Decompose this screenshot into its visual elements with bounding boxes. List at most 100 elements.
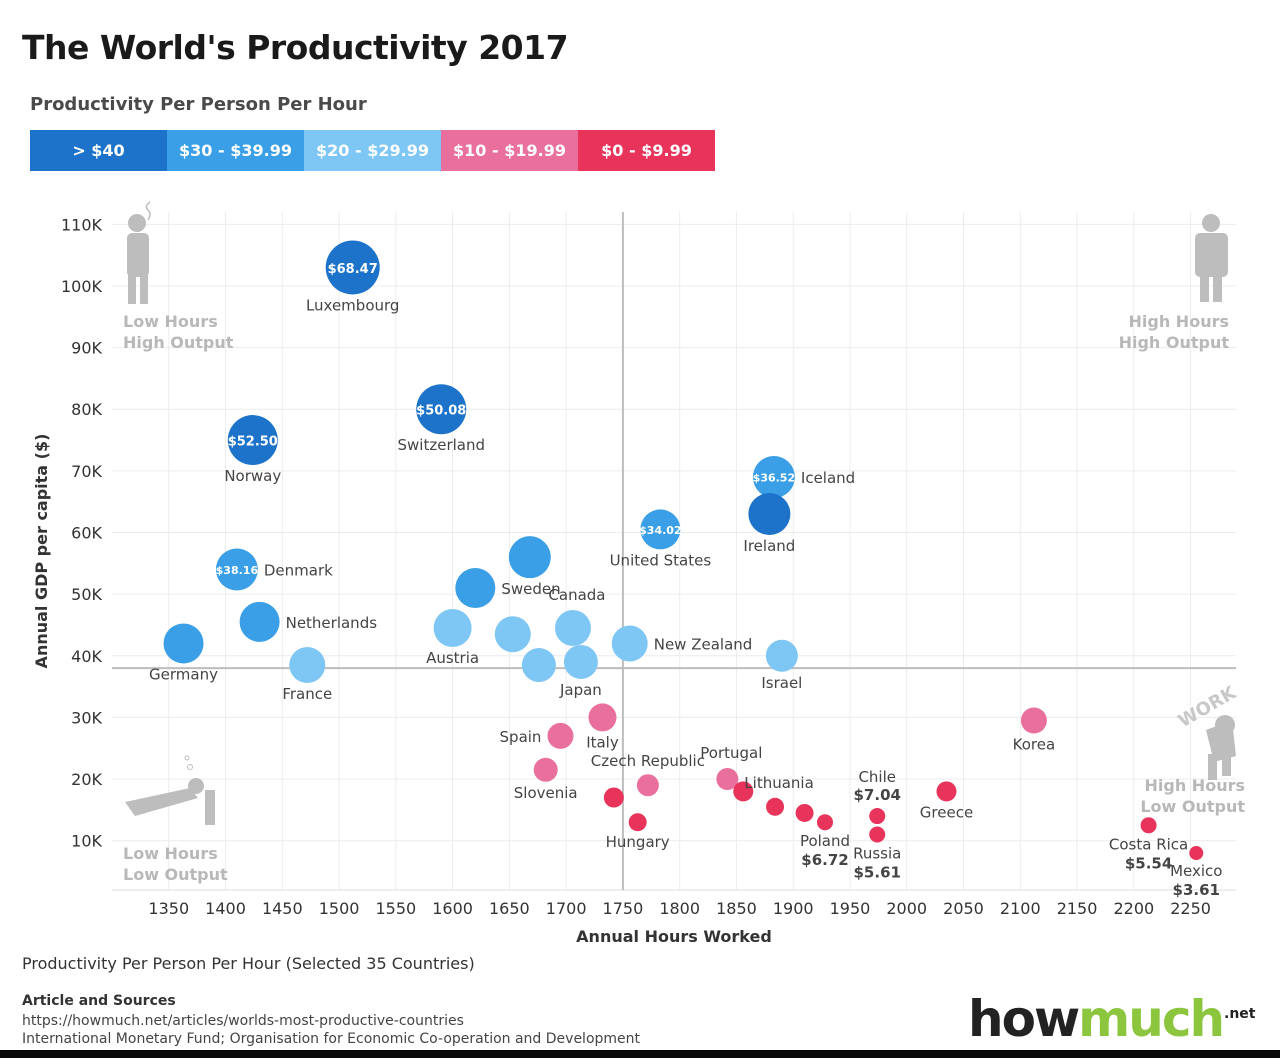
y-axis-title: Annual GDP per capita ($) <box>32 434 51 669</box>
x-tick-label: 2150 <box>1057 899 1098 918</box>
data-point-label: Greece <box>920 803 973 821</box>
data-point <box>163 623 204 664</box>
data-value-label: $36.52 <box>753 472 795 485</box>
data-value-label: $7.04 <box>854 786 901 804</box>
x-tick-label: 1900 <box>773 899 814 918</box>
data-point <box>869 808 886 825</box>
data-point <box>563 644 598 679</box>
data-point-label: Korea <box>1013 736 1056 754</box>
y-tick-label: 50K <box>71 585 102 604</box>
data-value-label: $3.61 <box>1173 881 1220 899</box>
data-point-label: Costa Rica <box>1109 835 1188 853</box>
logo-much: much <box>1078 990 1225 1048</box>
x-axis-title: Annual Hours Worked <box>576 927 772 946</box>
x-tick-label: 2100 <box>1000 899 1041 918</box>
x-tick-label: 1750 <box>603 899 644 918</box>
data-value-label: $50.08 <box>416 404 466 419</box>
data-point-label: Czech Republic <box>591 752 705 770</box>
standing-man-icon <box>1195 214 1228 302</box>
data-point <box>752 456 795 499</box>
legend-title: Productivity Per Person Per Hour <box>30 94 367 115</box>
data-point-label: Mexico <box>1170 862 1222 880</box>
quadrant-label-top-right: High Hours <box>1129 312 1229 331</box>
y-tick-label: 10K <box>71 832 102 851</box>
legend-item-0: > $40 <box>30 130 167 171</box>
data-point <box>521 648 556 683</box>
data-point-label: Italy <box>586 733 619 751</box>
data-point <box>748 493 791 536</box>
data-point <box>733 781 754 802</box>
data-point <box>716 768 739 791</box>
data-point <box>215 548 258 591</box>
data-point <box>1020 707 1047 734</box>
x-tick-label: 1650 <box>489 899 530 918</box>
data-point <box>628 813 647 832</box>
data-point-label: Lithuania <box>744 774 813 792</box>
page-title: The World's Productivity 2017 <box>22 28 569 67</box>
data-point <box>765 639 798 672</box>
data-point-label: France <box>282 685 332 703</box>
y-tick-label: 80K <box>71 400 102 419</box>
data-value-label: $5.54 <box>1125 854 1172 872</box>
x-tick-label: 2200 <box>1113 899 1154 918</box>
quadrant-label-top-left: High Output <box>123 333 234 352</box>
data-point <box>636 774 659 797</box>
y-tick-label: 40K <box>71 647 102 666</box>
x-tick-label: 2250 <box>1170 899 1211 918</box>
data-point <box>416 384 467 435</box>
sources-heading: Article and Sources <box>22 993 176 1009</box>
y-tick-label: 100K <box>61 277 103 296</box>
data-point <box>547 722 574 749</box>
quadrant-label-bottom-right: Low Output <box>1140 797 1245 816</box>
legend: > $40 $30 - $39.99 $20 - $29.99 $10 - $19.9… <box>30 130 715 171</box>
data-point <box>611 625 648 662</box>
data-point <box>554 610 591 647</box>
data-point <box>817 814 834 831</box>
sleeping-man-icon <box>125 755 215 825</box>
data-point <box>239 601 280 642</box>
quadrant-label-top-left: Low Hours <box>123 312 218 331</box>
howmuch-logo: howmuch <box>968 990 1225 1048</box>
scatter-chart: 1350 1400 1450 1500 1550 1600 1650 1700 1750 1800… <box>32 201 1245 946</box>
data-point-label: Japan <box>559 681 602 699</box>
logo-how: how <box>968 990 1080 1048</box>
data-point <box>533 757 558 782</box>
y-tick-label: 60K <box>71 524 102 543</box>
source-url[interactable]: https://howmuch.net/articles/worlds-most… <box>22 1013 464 1029</box>
data-point-label: Netherlands <box>286 614 378 632</box>
data-point <box>936 781 957 802</box>
data-point-label: Poland <box>800 832 850 850</box>
legend-item-1: $30 - $39.99 <box>167 130 304 171</box>
bottom-bar <box>0 1050 1280 1058</box>
x-tick-label: 2050 <box>943 899 984 918</box>
work-burden-icon <box>1206 715 1236 780</box>
data-value-label: $6.72 <box>801 851 848 869</box>
x-tick-label: 1400 <box>205 899 246 918</box>
x-tick-label: 1600 <box>432 899 473 918</box>
data-point-label: Hungary <box>606 833 670 851</box>
data-point-label: Portugal <box>700 744 762 762</box>
quadrant-label-bottom-left: Low Hours <box>123 844 218 863</box>
data-value-label: $52.50 <box>228 435 278 450</box>
data-point <box>325 240 380 295</box>
legend-item-4: $0 - $9.99 <box>578 130 715 171</box>
x-tick-label: 1800 <box>659 899 700 918</box>
legend-item-2: $20 - $29.99 <box>304 130 441 171</box>
data-point-label: Austria <box>426 649 479 667</box>
data-value-label: $5.61 <box>854 864 901 882</box>
data-point <box>766 797 785 816</box>
data-point-label: New Zealand <box>654 635 753 653</box>
x-tick-label: 1700 <box>546 899 587 918</box>
data-point-label: Ireland <box>743 537 795 555</box>
data-point-label: Germany <box>149 665 218 683</box>
data-point <box>603 787 624 808</box>
x-tick-label: 1950 <box>830 899 871 918</box>
legend-item-3: $10 - $19.99 <box>441 130 578 171</box>
quadrant-label-top-right: High Output <box>1119 333 1230 352</box>
y-tick-label: 90K <box>71 339 102 358</box>
quadrant-label-bottom-left: Low Output <box>123 865 228 884</box>
data-value-label: $34.02 <box>639 524 681 537</box>
x-tick-label: 2000 <box>886 899 927 918</box>
data-point-label: Chile <box>858 768 896 786</box>
data-value-label: $38.16 <box>216 564 259 577</box>
